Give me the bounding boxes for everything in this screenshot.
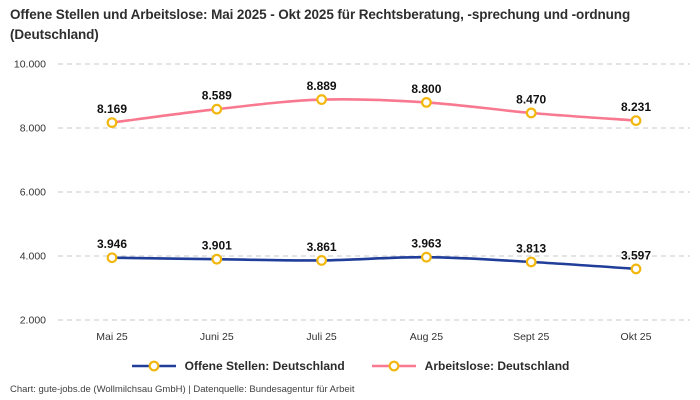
y-tick-label: 2.000 [20, 315, 46, 327]
x-tick-label: Juni 25 [200, 331, 234, 343]
data-point-label: 8.889 [307, 79, 337, 93]
legend-item-arbeitslose: Arbeitslose: Deutschland [371, 359, 570, 373]
data-point-label: 8.470 [516, 92, 546, 106]
data-point-marker [106, 252, 118, 264]
y-tick-label: 6.000 [20, 187, 46, 199]
data-point-label: 3.813 [516, 241, 546, 255]
data-point-marker [421, 96, 432, 108]
y-tick-label: 8.000 [20, 123, 46, 135]
data-point-label: 3.861 [307, 240, 337, 254]
legend-item-offene-stellen: Offene Stellen: Deutschland [131, 359, 345, 373]
legend-swatch-arbeitslose-icon [371, 360, 416, 372]
data-point-label: 8.800 [411, 82, 441, 96]
data-point-marker [630, 115, 642, 127]
data-point-marker [316, 94, 328, 105]
x-tick-label: Juli 25 [306, 331, 337, 343]
legend-label-arbeitslose: Arbeitslose: Deutschland [424, 359, 570, 373]
data-point-marker [211, 253, 223, 265]
data-point-marker [525, 107, 537, 119]
series-line-arbeitslose [110, 97, 638, 124]
data-point-label: 8.589 [202, 89, 232, 103]
data-point-label: 3.963 [411, 237, 441, 251]
data-point-marker [525, 256, 537, 268]
legend-swatch-offene-stellen-icon [131, 360, 176, 372]
x-tick-label: Mai 25 [96, 331, 128, 343]
data-point-marker [630, 263, 642, 275]
legend-marker-icon [388, 360, 400, 372]
data-point-marker [316, 255, 328, 266]
data-point-label: 3.946 [97, 237, 127, 251]
data-point-label: 3.597 [621, 248, 651, 262]
line-chart: 10.000 8.000 6.000 4.000 2.000 Mai 25 Juni 25 J… [14, 59, 690, 343]
x-tick-label: Okt 25 [621, 331, 652, 343]
data-point-marker [211, 103, 223, 115]
legend-marker-icon [148, 360, 160, 372]
data-point-label: 8.231 [621, 100, 651, 114]
x-tick-label: Sept 25 [513, 331, 549, 343]
data-point-marker [106, 117, 118, 128]
data-point-marker [421, 251, 432, 263]
series-line-offene-stellen [110, 255, 638, 271]
attribution-text: Chart: gute-jobs.de (Wollmilchsau GmbH) … [10, 384, 355, 395]
chart-title: Offene Stellen und Arbeitslose: Mai 2025… [10, 7, 631, 42]
y-tick-label: 10.000 [14, 59, 46, 71]
data-point-label: 3.901 [202, 239, 232, 253]
chart-legend: Offene Stellen: Deutschland Arbeitslose:… [0, 359, 700, 373]
data-point-label: 8.169 [97, 102, 127, 116]
legend-label-offene-stellen: Offene Stellen: Deutschland [184, 359, 345, 373]
x-tick-label: Aug 25 [410, 331, 443, 343]
y-tick-label: 4.000 [20, 251, 46, 263]
